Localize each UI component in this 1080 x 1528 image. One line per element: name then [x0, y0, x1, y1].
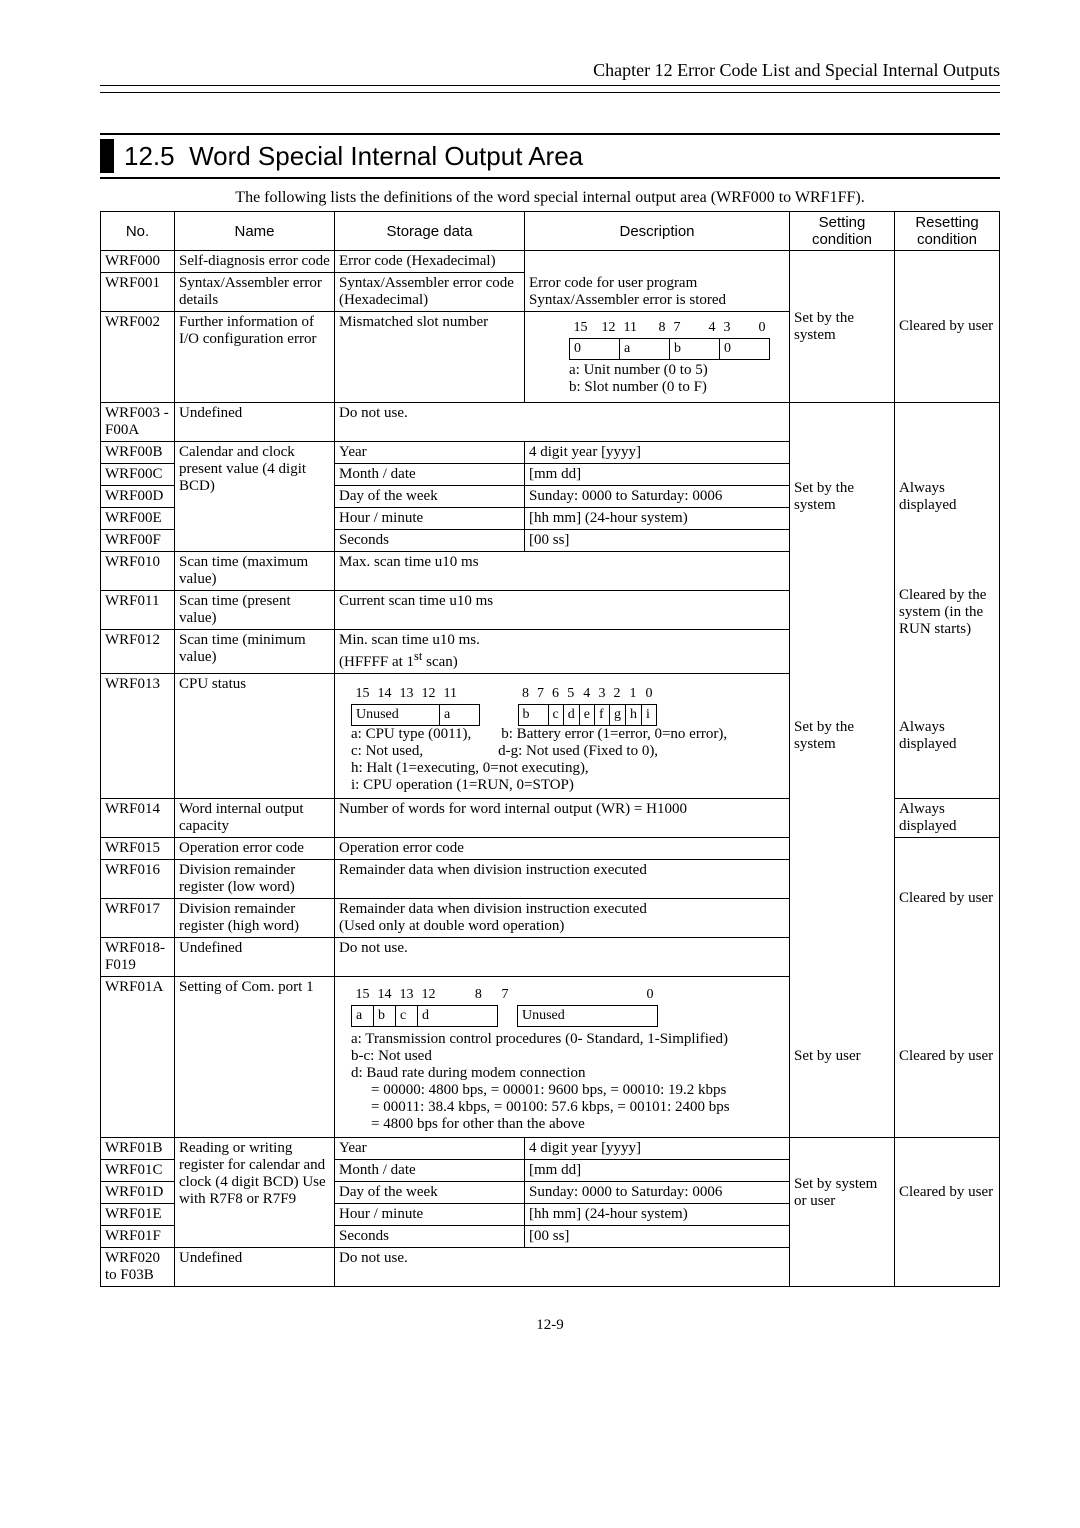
section-name: Word Special Internal Output Area: [189, 141, 583, 171]
cell-no: WRF002: [101, 312, 175, 403]
th-desc: Description: [525, 212, 790, 251]
cell-no: WRF00B: [101, 442, 175, 464]
cell-name: Further information of I/O configuration…: [175, 312, 335, 403]
cell-storage: Mismatched slot number: [335, 312, 525, 403]
cpu-status-cell: 1514 1312 11 Unused a: [335, 674, 790, 799]
cell-storage: Syntax/Assembler error code (Hexadecimal…: [335, 273, 525, 312]
th-setting: Setting condition: [790, 212, 895, 251]
page-number: 12-9: [100, 1317, 1000, 1334]
chapter-header: Chapter 12 Error Code List and Special I…: [100, 60, 1000, 81]
cell-no: WRF000: [101, 251, 175, 273]
output-area-table: No. Name Storage data Description Settin…: [100, 211, 1000, 1287]
cell-name: Undefined: [175, 403, 335, 442]
th-no: No.: [101, 212, 175, 251]
cell-resetting: Cleared by user: [895, 251, 1000, 403]
section-number: 12.5: [124, 141, 175, 171]
cell-desc: 1512 118 74 30 0 a b 0 a: Unit number (0: [525, 312, 790, 403]
cell-resetting: Cleared by the system (in the RUN starts…: [895, 552, 1000, 674]
cell-desc: Error code for user program Syntax/Assem…: [525, 273, 790, 312]
cell-setting: Set by the system: [790, 442, 895, 552]
intro-text: The following lists the definitions of t…: [100, 189, 1000, 207]
th-resetting: Resetting condition: [895, 212, 1000, 251]
cell-no: WRF003 -F00A: [101, 403, 175, 442]
com-port-cell: 1514 1312 87 0 ab c d Unused: [335, 977, 790, 1138]
cell-resetting: Always displayed: [895, 442, 1000, 552]
cell-name: Self-diagnosis error code: [175, 251, 335, 273]
cell-name: Calendar and clock present value (4 digi…: [175, 442, 335, 552]
cell-no: WRF001: [101, 273, 175, 312]
cell-storage: Do not use.: [335, 403, 790, 442]
cell-setting: Set by the system: [790, 251, 895, 403]
cell-name: Syntax/Assembler error details: [175, 273, 335, 312]
th-storage: Storage data: [335, 212, 525, 251]
th-name: Name: [175, 212, 335, 251]
section-title: 12.5 Word Special Internal Output Area: [100, 133, 1000, 179]
cell-storage: Error code (Hexadecimal): [335, 251, 525, 273]
